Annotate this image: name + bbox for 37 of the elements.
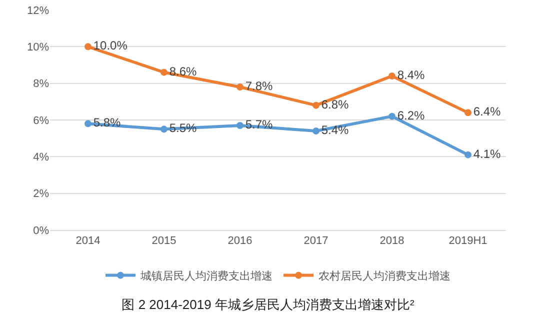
y-tick-label: 2% bbox=[33, 188, 50, 200]
x-tick-label: 2016 bbox=[228, 235, 252, 248]
x-tick-label: 2017 bbox=[304, 235, 328, 248]
legend-label: 城镇居民人均消费支出增速 bbox=[140, 270, 272, 283]
point bbox=[464, 109, 472, 116]
data-label: 8.6% bbox=[169, 64, 198, 78]
point bbox=[312, 128, 320, 134]
x-tick-label: 2019H1 bbox=[448, 235, 488, 248]
x-tick-label: 2014 bbox=[76, 235, 100, 248]
y-tick-label: 12% bbox=[26, 4, 50, 17]
data-label: 5.5% bbox=[169, 121, 198, 136]
point bbox=[160, 68, 168, 76]
point bbox=[236, 122, 244, 129]
y-tick-label: 4% bbox=[33, 152, 50, 164]
data-label: 6.8% bbox=[321, 97, 350, 112]
point bbox=[388, 72, 396, 80]
data-label: 10.0% bbox=[93, 38, 128, 53]
y-tick-label: 6% bbox=[33, 114, 50, 127]
point bbox=[84, 120, 92, 128]
point bbox=[312, 102, 320, 109]
data-label: 7.8% bbox=[245, 79, 274, 93]
legend-label: 农村居民人均消费支出增速 bbox=[318, 270, 450, 283]
data-label: 8.4% bbox=[397, 68, 426, 82]
data-label: 6.2% bbox=[397, 108, 426, 122]
data-label: 4.1% bbox=[473, 146, 502, 161]
point bbox=[236, 84, 244, 90]
x-tick-label: 2015 bbox=[152, 235, 176, 248]
x-tick-label: 2018 bbox=[380, 235, 404, 248]
y-tick-label: 10% bbox=[26, 42, 50, 54]
point bbox=[84, 43, 92, 50]
data-label: 6.4% bbox=[473, 104, 502, 119]
point bbox=[388, 112, 396, 120]
y-tick-label: 0% bbox=[33, 224, 50, 237]
point bbox=[464, 151, 472, 158]
point bbox=[160, 126, 168, 133]
text: 图 2 2014-2019 年城乡居民人均消费支出增速对比² bbox=[122, 296, 415, 312]
y-tick-label: 8% bbox=[33, 78, 50, 90]
